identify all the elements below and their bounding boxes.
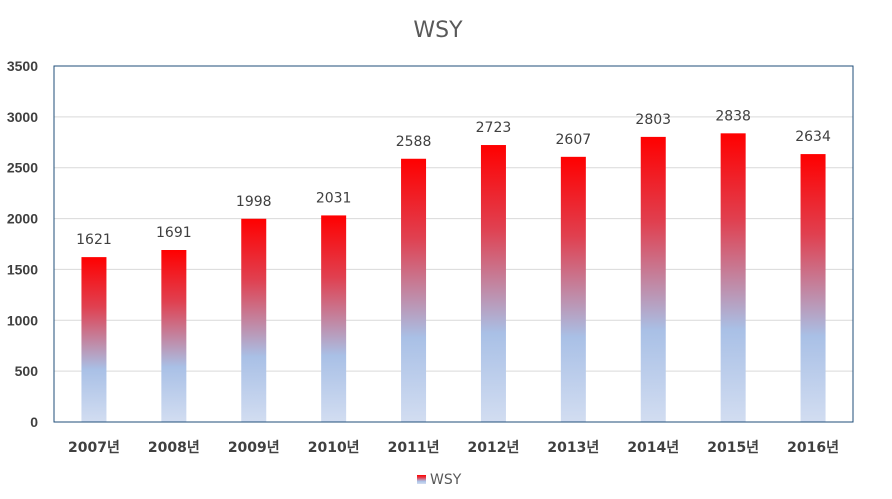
y-tick-label: 3000 <box>7 109 38 125</box>
bar[interactable] <box>161 250 187 422</box>
y-tick-label: 2000 <box>7 211 38 227</box>
x-tick-label: 2007년 <box>68 440 120 456</box>
y-tick-label: 0 <box>30 414 38 430</box>
legend-label: WSY <box>430 472 462 488</box>
data-label: 2803 <box>635 112 671 128</box>
x-tick-label: 2008년 <box>148 440 200 456</box>
data-label: 1621 <box>76 232 112 248</box>
data-label: 2031 <box>316 190 352 206</box>
bar[interactable] <box>480 145 506 423</box>
bar[interactable] <box>241 218 267 422</box>
data-label: 2607 <box>556 132 592 148</box>
data-labels: 1621 1691 1998 2031 2588 2723 2607 2803 2838 2634 <box>76 108 831 248</box>
x-tick-label: 2014년 <box>627 440 679 456</box>
y-tick-label: 1500 <box>7 261 38 277</box>
data-label: 2723 <box>476 120 512 136</box>
chart-title: WSY <box>413 18 463 43</box>
y-tick-label: 1000 <box>7 312 38 328</box>
bar[interactable] <box>640 136 666 423</box>
x-tick-label: 2009년 <box>228 440 280 456</box>
x-tick-label: 2011년 <box>388 440 440 456</box>
legend[interactable]: WSY <box>417 472 462 488</box>
data-label: 2634 <box>795 129 831 145</box>
data-label: 2588 <box>396 134 432 150</box>
x-tick-label: 2010년 <box>308 440 360 456</box>
plot-area-border <box>53 65 854 423</box>
legend-swatch <box>417 475 426 484</box>
data-label: 1691 <box>156 225 192 241</box>
bar[interactable] <box>560 156 586 422</box>
bar[interactable] <box>800 154 826 422</box>
y-tick-label: 2500 <box>7 160 38 176</box>
x-tick-label: 2015년 <box>707 440 759 456</box>
bar[interactable] <box>81 257 107 422</box>
bar[interactable] <box>321 215 347 422</box>
data-label: 2838 <box>715 108 751 124</box>
y-tick-label: 3500 <box>7 58 38 74</box>
y-tick-label: 500 <box>15 363 39 379</box>
x-tick-label: 2016년 <box>787 440 839 456</box>
x-tick-label: 2012년 <box>468 440 520 456</box>
y-axis: 0 500 1000 1500 2000 2500 3000 3500 <box>7 58 38 430</box>
bar[interactable] <box>720 133 746 423</box>
x-axis: 2007년 2008년 2009년 2010년 2011년 2012년 2013년 2014년… <box>68 440 839 456</box>
data-label: 1998 <box>236 194 272 210</box>
gridlines <box>54 116 853 372</box>
x-tick-label: 2013년 <box>547 440 599 456</box>
bars <box>81 133 826 423</box>
bar[interactable] <box>401 158 427 422</box>
